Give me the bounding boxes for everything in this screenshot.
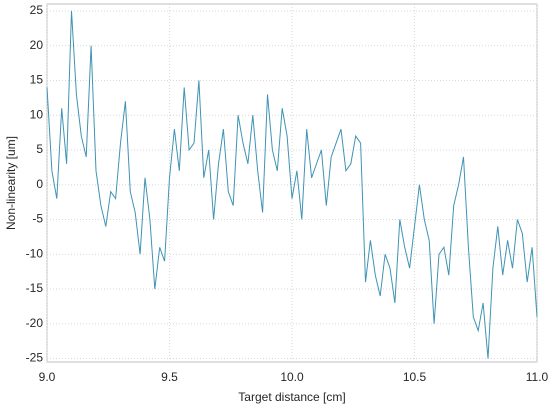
y-tick-label: 5 xyxy=(36,142,43,156)
y-tick-label: -15 xyxy=(26,281,44,295)
x-tick-label: 11.0 xyxy=(526,370,549,384)
x-tick-label: 10.5 xyxy=(403,370,427,384)
y-tick-label: 10 xyxy=(30,107,44,121)
y-tick-label: -10 xyxy=(26,246,44,260)
y-tick-label: 15 xyxy=(30,73,44,87)
y-tick-label: 20 xyxy=(30,38,44,52)
x-axis-label: Target distance [cm] xyxy=(238,390,345,404)
y-tick-label: -5 xyxy=(32,212,43,226)
data-line xyxy=(46,10,538,359)
y-tick-label: -25 xyxy=(26,351,44,365)
x-tick-label: 10.0 xyxy=(280,370,304,384)
plot-area xyxy=(46,3,538,363)
x-tick-label: 9.5 xyxy=(161,370,178,384)
y-tick-label: 0 xyxy=(36,177,43,191)
y-axis-label: Non-linearity [um] xyxy=(4,136,18,230)
y-tick-label: -20 xyxy=(26,316,44,330)
x-tick-label: 9.0 xyxy=(39,370,56,384)
y-tick-label: 25 xyxy=(30,3,44,17)
